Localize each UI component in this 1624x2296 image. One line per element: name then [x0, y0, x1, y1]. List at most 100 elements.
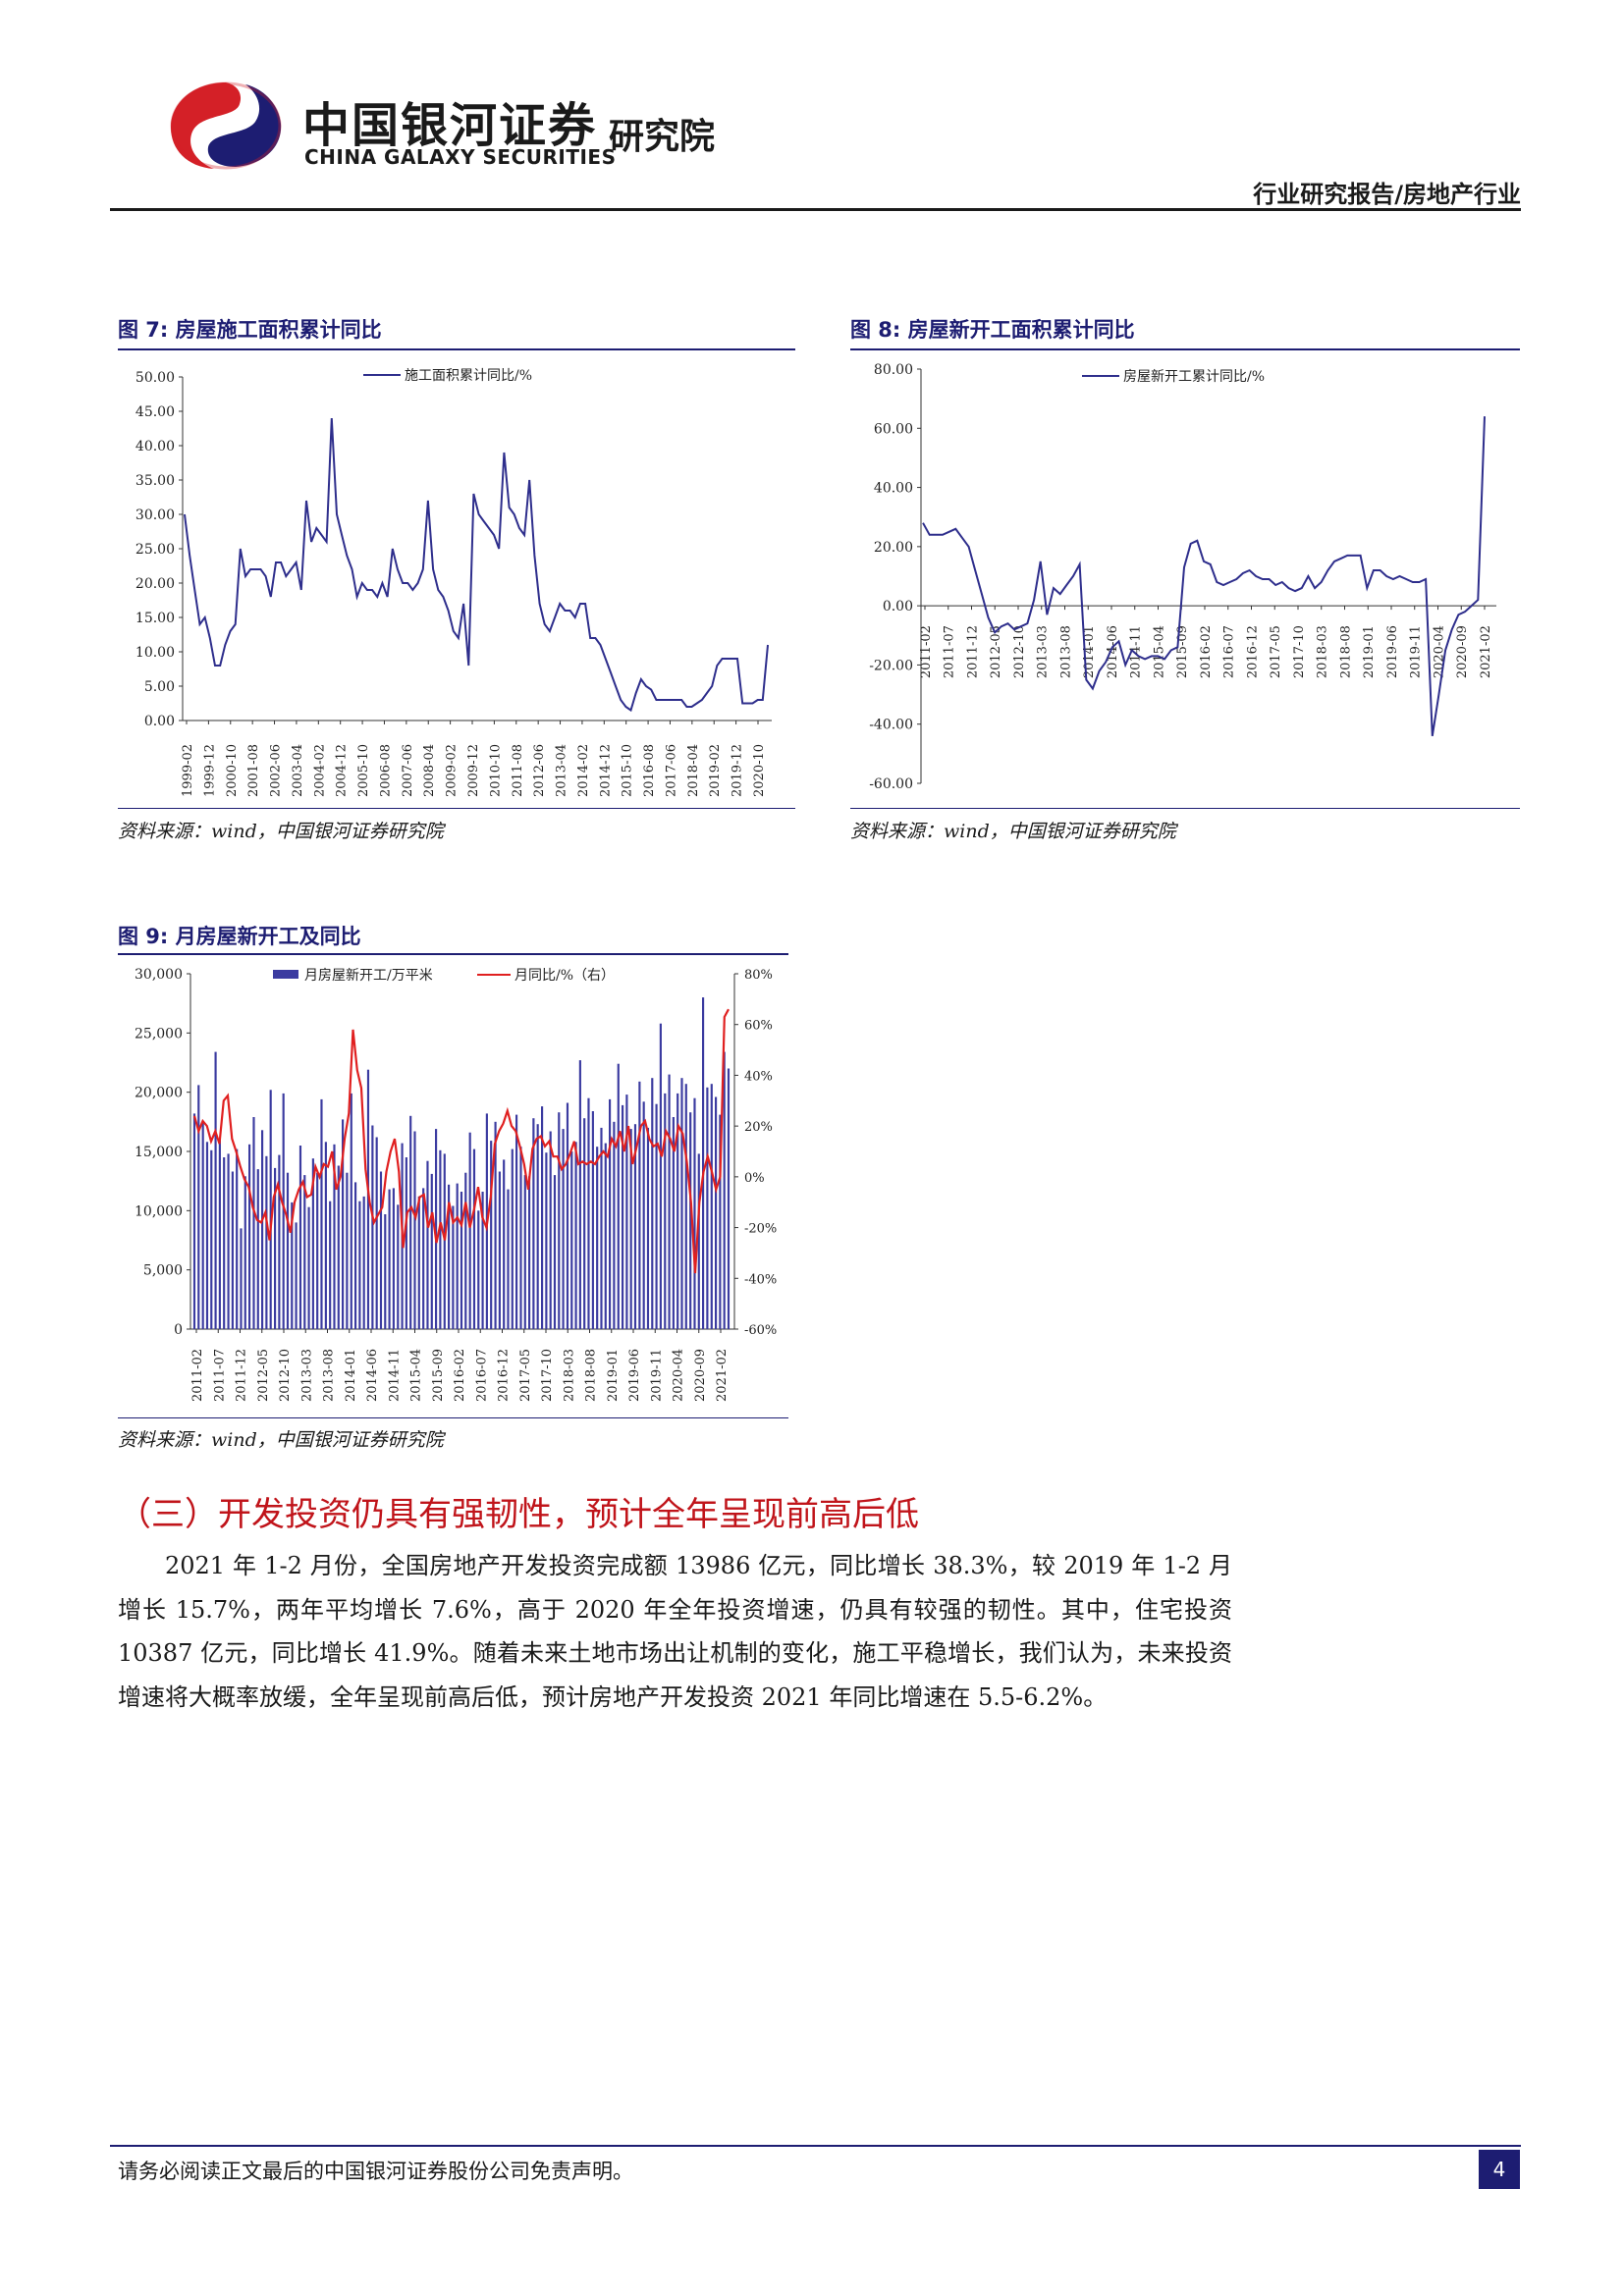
fig9-bar — [519, 1147, 522, 1329]
fig7-y-tick-label: 15.00 — [135, 611, 175, 626]
fig9-title: 图 9: 月房屋新开工及同比 — [118, 925, 361, 948]
fig7-x-tick-label: 2004-02 — [312, 744, 327, 797]
fig9-x-tick-label: 2019-06 — [627, 1349, 642, 1402]
fig7-x-tick-label: 1999-02 — [181, 744, 195, 797]
fig9-x-tick-label: 2020-09 — [693, 1349, 708, 1402]
fig7-x-tick-label: 2008-04 — [422, 744, 437, 797]
fig8-source: 资料来源：wind，中国银河证券研究院 — [850, 821, 1176, 842]
fig9-bar — [316, 1172, 319, 1329]
fig7-x-tick-label: 2015-10 — [621, 744, 635, 797]
fig9-y-tick-label: 5,000 — [143, 1263, 183, 1279]
fig9-y2-tick-label: 0% — [744, 1171, 765, 1186]
fig9-bar — [439, 1149, 442, 1329]
fig9-bar — [536, 1124, 539, 1329]
fig7-title: 图 7: 房屋施工面积累计同比 — [118, 318, 382, 342]
fig8-x-tick-label: 2016-02 — [1199, 625, 1214, 678]
fig9-x-tick-label: 2021-02 — [715, 1349, 730, 1402]
fig9-x-tick-label: 2012-05 — [256, 1349, 271, 1402]
fig8-legend-label: 房屋新开工累计同比/% — [1123, 369, 1265, 385]
fig9-bar — [511, 1148, 514, 1329]
header-divider — [110, 208, 1521, 211]
fig9-bar — [375, 1137, 378, 1329]
fig8-x-tick-label: 2021-02 — [1479, 625, 1493, 678]
fig7-y-tick-label: 25.00 — [135, 542, 175, 558]
fig9-bar — [227, 1153, 230, 1329]
fig9-y-tick-label: 20,000 — [135, 1086, 183, 1101]
fig8-x-tick-label: 2011-02 — [919, 625, 934, 678]
fig8-x-tick-label: 2015-04 — [1153, 625, 1167, 678]
fig9-bar — [553, 1175, 557, 1329]
fig9-bar — [205, 1142, 209, 1329]
fig9-bar — [358, 1201, 361, 1329]
fig7-legend-label: 施工面积累计同比/% — [405, 368, 532, 384]
fig9-y2-tick-label: 60% — [744, 1019, 773, 1034]
fig9-bar — [337, 1165, 340, 1329]
fig9-bar — [362, 1196, 365, 1329]
fig9-bar — [642, 1101, 645, 1329]
section-heading: （三）开发投资仍具有强韧性，预计全年呈现前高后低 — [118, 1495, 919, 1534]
fig9-bar — [494, 1121, 497, 1329]
fig9-source: 资料来源：wind，中国银河证券研究院 — [118, 1429, 444, 1451]
fig9-bar — [384, 1214, 387, 1329]
fig9-x-tick-label: 2017-05 — [518, 1349, 533, 1402]
fig9-bar — [523, 1175, 526, 1329]
fig9-y2-tick-label: 20% — [744, 1120, 773, 1135]
fig8-x-tick-label: 2020-09 — [1455, 625, 1470, 678]
fig9-bar — [350, 1093, 352, 1329]
fig9-bar — [342, 1119, 345, 1329]
fig9-bar — [591, 1111, 594, 1329]
fig8-x-tick-label: 2013-03 — [1036, 625, 1051, 678]
fig7-x-tick-label: 2011-08 — [511, 744, 525, 797]
fig7-series-line — [184, 417, 769, 713]
fig9-bar — [600, 1127, 603, 1329]
fig9-y-tick-label: 10,000 — [135, 1203, 183, 1219]
fig7-y-tick-label: 40.00 — [135, 439, 175, 454]
fig7-bottom-rule — [118, 808, 795, 809]
fig9-bar — [481, 1192, 484, 1329]
fig9-bar — [715, 1096, 718, 1329]
fig9-bar — [498, 1171, 501, 1329]
fig9-y2-tick-label: 80% — [744, 968, 773, 983]
fig7-x-tick-label: 2012-06 — [532, 744, 547, 797]
fig9-bar — [320, 1098, 323, 1329]
fig9-x-tick-label: 2017-10 — [540, 1349, 555, 1402]
fig8-x-tick-label: 2017-10 — [1292, 625, 1307, 678]
fig7-y-tick-label: 30.00 — [135, 507, 175, 523]
fig7-x-tick-label: 1999-12 — [202, 744, 217, 797]
disclaimer-note: 请务必阅读正文最后的中国银河证券股份公司免责声明。 — [118, 2160, 633, 2183]
fig9-bar — [282, 1093, 285, 1329]
fig9-bar — [507, 1189, 510, 1329]
fig8-title: 图 8: 房屋新开工面积累计同比 — [850, 318, 1135, 342]
fig9-legend-line-label: 月同比/%（右） — [514, 968, 615, 984]
fig9-bar — [422, 1188, 425, 1329]
fig9-bar — [291, 1201, 294, 1329]
fig8-y-tick-label: 80.00 — [874, 362, 913, 378]
fig7-y-tick-label: 10.00 — [135, 645, 175, 661]
fig9-bar — [265, 1155, 268, 1329]
fig7-x-tick-label: 2002-06 — [269, 744, 284, 797]
fig9-bar — [252, 1117, 255, 1329]
fig9-y2-tick-label: 40% — [744, 1069, 773, 1084]
fig7-y-tick-label: 35.00 — [135, 473, 175, 489]
fig9-bar — [456, 1183, 459, 1329]
footer-divider — [110, 2145, 1521, 2147]
fig9-top-rule — [118, 953, 788, 955]
fig8-y-tick-label: -60.00 — [869, 776, 913, 792]
fig9-bar — [515, 1114, 518, 1329]
page-number: 4 — [1479, 2150, 1520, 2189]
fig9-x-tick-label: 2014-06 — [365, 1349, 380, 1402]
fig9-bar — [278, 1154, 281, 1329]
fig9-bar — [545, 1152, 548, 1329]
fig9-bar — [706, 1087, 709, 1329]
fig7-x-tick-label: 2020-10 — [752, 744, 767, 797]
fig8-x-tick-label: 2012-05 — [989, 625, 1003, 678]
fig9-bar — [231, 1171, 234, 1329]
fig7-y-tick-label: 0.00 — [144, 714, 175, 729]
fig8-bottom-rule — [850, 808, 1520, 809]
fig8-series-line — [922, 416, 1486, 736]
fig9-bar — [311, 1158, 314, 1329]
fig9-x-tick-label: 2020-04 — [672, 1349, 686, 1402]
fig9-x-tick-label: 2019-01 — [606, 1349, 621, 1402]
fig7-x-tick-label: 2009-02 — [445, 744, 460, 797]
fig9-bar — [298, 1146, 302, 1329]
